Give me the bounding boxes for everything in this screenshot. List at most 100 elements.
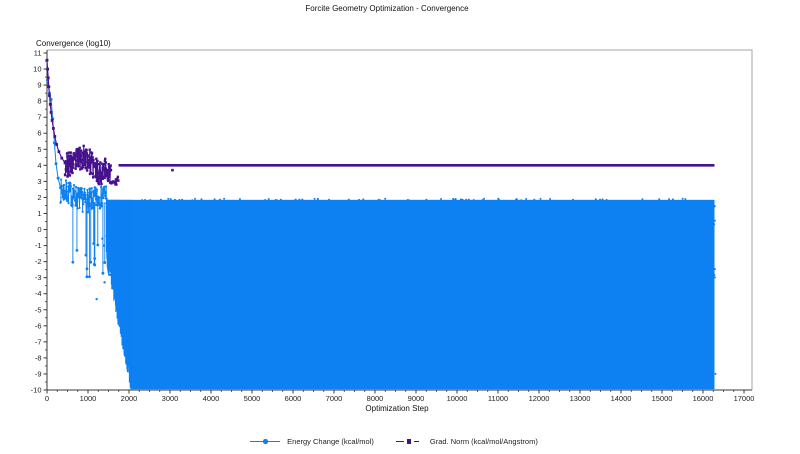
gradnorm-point (117, 179, 120, 182)
legend: Energy Change (kcal/mol) Grad. Norm (kca… (0, 437, 794, 446)
energy-point (294, 198, 297, 201)
y-tick-label: 3 (37, 177, 41, 186)
energy-point (362, 198, 365, 201)
y-tick-label: 7 (37, 113, 41, 122)
energy-point (452, 197, 455, 200)
energy-point (525, 198, 528, 201)
energy-point (440, 197, 443, 200)
energy-point (483, 197, 486, 200)
gradnorm-point (85, 169, 89, 172)
gradnorm-point (51, 127, 55, 130)
gradnorm-point (57, 150, 61, 154)
energy-point (328, 198, 331, 201)
y-tick-label: 0 (37, 225, 41, 234)
grad-norm-marker-icon (395, 437, 423, 446)
energy-point (267, 198, 270, 201)
energy-point (72, 183, 76, 187)
gradnorm-point (103, 176, 106, 180)
energy-point (713, 205, 716, 208)
energy-point (167, 197, 170, 200)
gradnorm-point (100, 182, 103, 186)
gradnorm-point (46, 67, 50, 71)
energy-point (406, 198, 409, 201)
energy-point (143, 198, 146, 201)
x-tick-label: 13000 (570, 394, 591, 403)
gradnorm-band-line (64, 145, 112, 185)
x-tick-label: 12000 (529, 394, 550, 403)
energy-point (159, 198, 162, 201)
energy-point (472, 199, 475, 202)
x-tick-label: 4000 (203, 394, 220, 403)
energy-point (238, 198, 241, 201)
gradnorm-point (55, 143, 59, 146)
x-tick-label: 5000 (244, 394, 261, 403)
gradnorm-point (71, 171, 74, 175)
energy-point (223, 197, 226, 200)
energy-point (684, 198, 687, 201)
x-tick-label: 9000 (408, 394, 425, 403)
gradnorm-point (68, 174, 72, 177)
gradnorm-point (89, 171, 93, 175)
gradnorm-point (48, 94, 51, 97)
energy-point (539, 197, 542, 200)
energy-point (379, 199, 382, 202)
energy-point (89, 260, 93, 264)
energy-point (75, 248, 79, 252)
gradnorm-point (81, 165, 85, 168)
energy-point (52, 141, 56, 145)
gradnorm-point (48, 102, 52, 106)
x-tick-label: 2000 (121, 394, 138, 403)
gradnorm-point (47, 85, 51, 89)
energy-point (572, 198, 575, 201)
energy-point (103, 261, 107, 264)
energy-point (102, 244, 106, 247)
energy-dense-block (131, 199, 715, 390)
energy-point (298, 198, 301, 201)
energy-point (454, 197, 457, 200)
energy-point (671, 198, 674, 201)
energy-point (95, 297, 98, 301)
energy-point (264, 199, 267, 202)
energy-point (668, 198, 671, 201)
y-tick-label: 1 (37, 209, 41, 218)
energy-change-marker-icon (250, 437, 281, 446)
energy-point (714, 372, 717, 375)
gradnorm-point (49, 110, 53, 114)
energy-point (713, 219, 716, 222)
energy-point (279, 198, 282, 201)
energy-point (497, 197, 500, 200)
energy-point (347, 198, 350, 201)
energy-point (713, 276, 716, 279)
y-tick-label: 11 (34, 49, 42, 58)
gradnorm-point (94, 162, 97, 166)
energy-point (316, 198, 319, 201)
gradnorm-point (45, 58, 49, 62)
x-axis-label: Optimization Step (365, 404, 429, 413)
energy-point (200, 198, 203, 201)
gradnorm-point (71, 156, 74, 159)
y-tick-label: -3 (35, 273, 42, 282)
energy-point (358, 198, 361, 201)
gradnorm-point (50, 119, 54, 122)
x-tick-label: 16000 (693, 394, 714, 403)
legend-item-energy-change: Energy Change (kcal/mol) (250, 437, 374, 446)
energy-point (641, 198, 644, 201)
energy-point (194, 197, 197, 200)
x-tick-label: 10000 (447, 394, 468, 403)
energy-point (74, 185, 78, 189)
gradnorm-point (46, 76, 50, 80)
gradnorm-point (74, 167, 77, 170)
y-tick-label: -10 (31, 386, 42, 395)
energy-point (465, 198, 468, 201)
plot-frame (47, 49, 753, 390)
y-tick-label: -6 (35, 321, 42, 330)
gradnorm-dip-line (110, 176, 119, 185)
energy-point (86, 188, 89, 192)
x-tick-label: 15000 (652, 394, 673, 403)
y-tick-label: -8 (35, 353, 42, 362)
energy-point (96, 243, 100, 247)
y-tick-label: -4 (35, 289, 42, 298)
energy-point (713, 223, 716, 226)
energy-point (103, 281, 106, 284)
